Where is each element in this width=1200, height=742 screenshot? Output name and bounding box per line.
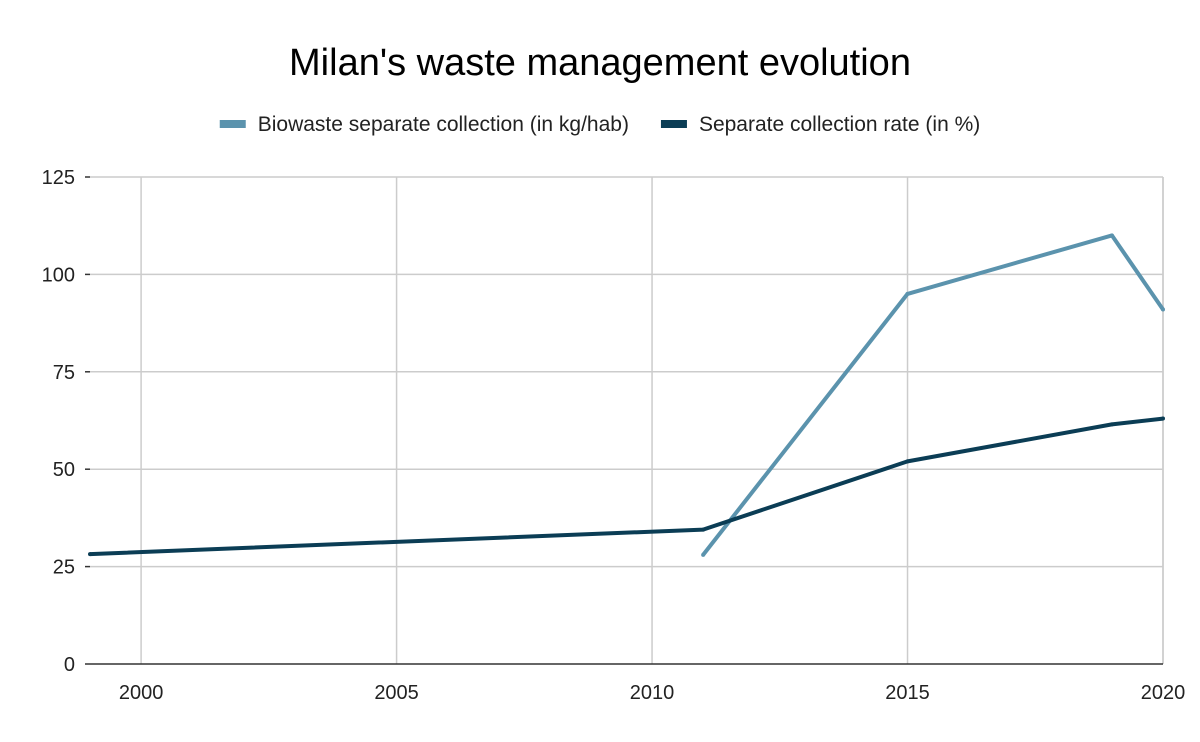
legend-label: Biowaste separate collection (in kg/hab) [258, 113, 629, 136]
y-tick-label: 0 [64, 654, 75, 676]
y-axis-ticks: 0 25 50 75 100 125 [42, 167, 90, 676]
x-tick-label: 2015 [885, 682, 930, 704]
legend-swatch [219, 120, 246, 128]
data-point [701, 552, 706, 557]
legend-swatch [660, 120, 687, 128]
data-point [905, 459, 910, 464]
data-point [701, 527, 706, 532]
data-point [1161, 307, 1165, 312]
y-tick-label: 25 [53, 557, 75, 579]
data-point [1109, 422, 1114, 427]
x-tick-label: 2010 [630, 682, 675, 704]
legend: Biowaste separate collection (in kg/hab)… [219, 113, 980, 136]
x-axis-ticks: 2000 2005 2010 2015 2020 [119, 682, 1185, 704]
series-group [88, 233, 1165, 557]
y-tick-label: 100 [42, 264, 75, 286]
series-line-1 [701, 233, 1165, 557]
chart-title: Milan's waste management evolution [289, 42, 911, 84]
data-point [1161, 416, 1165, 421]
x-tick-label: 2000 [119, 682, 164, 704]
y-tick-label: 75 [53, 362, 75, 384]
x-tick-label: 2005 [374, 682, 419, 704]
y-tick-label: 125 [42, 167, 75, 189]
legend-item: Biowaste separate collection (in kg/hab) [219, 113, 629, 136]
x-tick-label: 2020 [1141, 682, 1186, 704]
grid [90, 176, 1164, 665]
legend-item: Separate collection rate (in %) [660, 113, 980, 136]
series-line-2 [89, 416, 1164, 557]
y-tick-label: 50 [53, 459, 75, 481]
data-point [1109, 233, 1114, 238]
legend-label: Separate collection rate (in %) [699, 113, 980, 136]
data-point [88, 552, 92, 557]
data-point [905, 291, 910, 296]
